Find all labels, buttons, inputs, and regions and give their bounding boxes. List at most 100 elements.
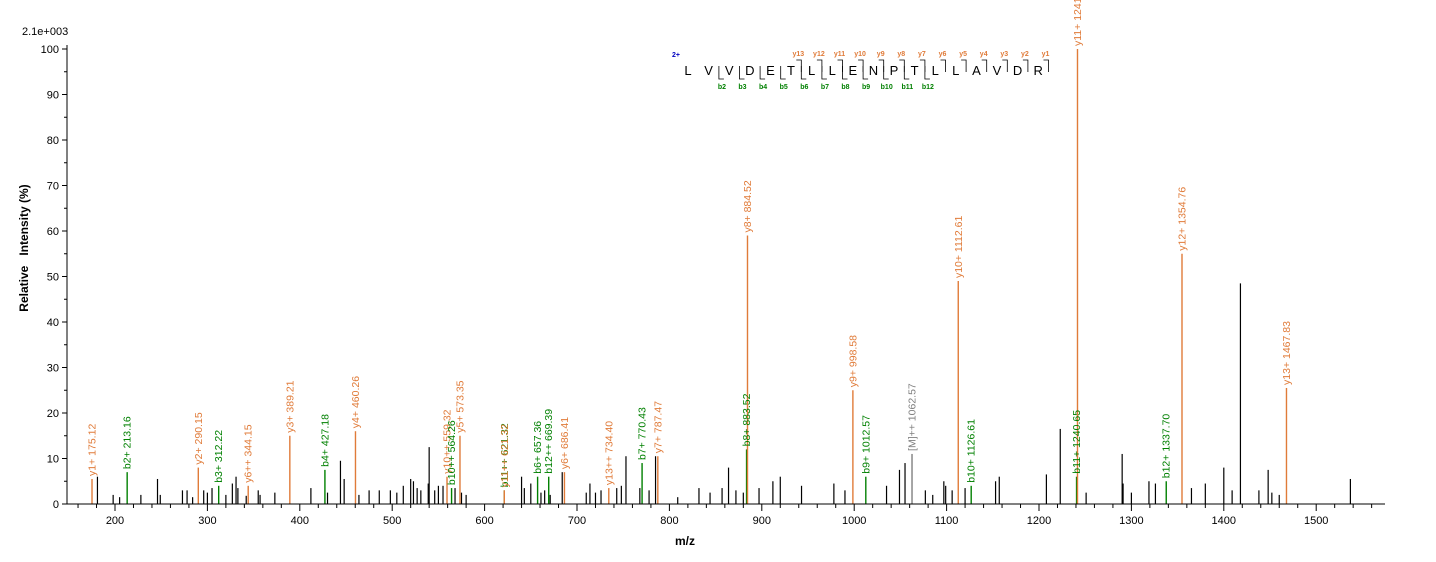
max-intensity-label: 2.1e+003 <box>22 26 68 38</box>
sequence-residue: N <box>869 63 878 78</box>
b-fragment-marker <box>883 66 889 80</box>
peak-label: y6+ 686.41 <box>559 417 571 469</box>
peak-label: b8+ 883.52 <box>741 393 753 446</box>
peak-label: y11++ 621.32 <box>499 424 511 488</box>
sequence-residue: L <box>932 63 939 78</box>
b-fragment-marker <box>739 66 745 80</box>
y-tick-label: 60 <box>47 226 59 238</box>
y-tick-label: 10 <box>47 454 59 466</box>
y-axis-ticks: 0 10 20 30 40 50 60 70 80 90 100 <box>41 44 67 511</box>
y-fragment-marker <box>1043 59 1049 72</box>
peak-label: b2+ 213.16 <box>122 416 134 469</box>
peak-label: y4+ 460.26 <box>350 376 362 428</box>
peak-label: b3+ 312.22 <box>213 430 225 483</box>
y-tick-label: 80 <box>47 135 59 147</box>
sequence-residue: D <box>745 63 754 78</box>
y-tick-label: 20 <box>47 408 59 420</box>
y-tick-label: 50 <box>47 272 59 284</box>
y-ion-label: y12 <box>813 51 825 58</box>
peak-label: b12+ 1337.70 <box>1161 414 1173 479</box>
peak-label: b4+ 427.18 <box>319 414 331 467</box>
peak-label: b10+ 1126.61 <box>966 419 978 483</box>
b-ion-label: b6 <box>800 84 808 91</box>
peaks <box>91 49 1351 504</box>
y-ion-label: y5 <box>959 51 967 58</box>
b-fragment-marker <box>759 66 766 80</box>
peak-label: b11+ 1240.65 <box>1071 410 1083 474</box>
y-tick-label: 40 <box>47 317 59 329</box>
b-fragment-marker <box>903 66 910 80</box>
x-tick-label: 200 <box>106 515 124 527</box>
peak-label: y13++ 734.40 <box>603 421 615 485</box>
peak-label: y9+ 998.58 <box>847 335 859 387</box>
b-ion-label: b2 <box>718 84 726 91</box>
x-tick-label: 900 <box>753 515 771 527</box>
sequence-residue: R <box>1034 63 1043 78</box>
b-ion-label: b5 <box>780 84 788 91</box>
peak-label: y10+ 1112.61 <box>953 216 965 279</box>
b-ion-label: b9 <box>862 84 870 91</box>
peak-label: y12+ 1354.76 <box>1176 187 1188 251</box>
x-tick-label: 500 <box>383 515 401 527</box>
y-fragment-marker <box>961 59 967 72</box>
y-ion-label: y9 <box>877 51 885 58</box>
peak-labels: y1+ 175.12 b2+ 213.16 y2+ 290.15 b3+ 312.22… <box>87 0 1293 487</box>
y-fragment-marker <box>1022 59 1029 72</box>
x-tick-label: 800 <box>660 515 678 527</box>
y-tick-label: 100 <box>41 44 59 56</box>
b-fragment-marker <box>924 66 930 80</box>
sequence-residue: T <box>911 63 919 78</box>
b-fragment-marker <box>780 66 786 80</box>
sequence-residue: D <box>1013 63 1022 78</box>
sequence-residue: L <box>684 63 691 78</box>
sequence-residue: L <box>952 63 959 78</box>
x-tick-label: 1100 <box>935 515 959 527</box>
sequence-residue: V <box>704 63 713 78</box>
y-ion-label: y6 <box>939 51 947 58</box>
x-tick-label: 1000 <box>842 515 866 527</box>
charge-state-label: 2+ <box>672 52 680 59</box>
sequence-residue: P <box>890 63 899 78</box>
peak-label: y2+ 290.15 <box>193 412 205 464</box>
y-ion-label: y10 <box>854 51 866 58</box>
b-ion-label: b3 <box>738 84 746 91</box>
y-ion-label: y3 <box>1000 51 1008 58</box>
b-ion-label: b11 <box>901 84 913 91</box>
peak-label: b12++ 669.39 <box>543 409 555 474</box>
y-fragment-marker <box>1002 59 1008 72</box>
sequence-residue: L <box>808 63 815 78</box>
y-axis-title: Relative Intensity (%) <box>17 184 31 311</box>
sequence-residue: V <box>725 63 734 78</box>
x-tick-label: 1200 <box>1027 515 1051 527</box>
b-ion-label: b7 <box>821 84 829 91</box>
peak-label: [M]++ 1062.57 <box>907 383 919 451</box>
peak-label: y8+ 884.52 <box>742 180 754 232</box>
b-fragment-marker <box>842 66 848 80</box>
peak-label: y5+ 573.35 <box>454 380 466 432</box>
peak-label: y11+ 1241.66 <box>1072 0 1084 46</box>
sequence-residue: T <box>787 63 795 78</box>
sequence-residue: E <box>848 63 857 78</box>
y-ion-label: y11 <box>834 51 845 58</box>
peak-label: y7+ 787.47 <box>652 401 664 453</box>
y-tick-label: 0 <box>53 499 59 511</box>
x-tick-label: 300 <box>198 515 216 527</box>
sequence-residue: E <box>766 63 775 78</box>
y-ion-label: y1 <box>1042 51 1050 58</box>
b-fragment-marker <box>862 66 869 80</box>
peak-label: b6+ 657.36 <box>532 421 544 474</box>
peak-label: y1+ 175.12 <box>87 424 99 476</box>
sequence-residue: V <box>993 63 1002 78</box>
x-tick-label: 1500 <box>1304 515 1328 527</box>
peak-label: y3+ 389.21 <box>284 380 296 432</box>
y-ion-label: y4 <box>980 51 988 58</box>
sequence-residue: A <box>972 63 981 78</box>
peak-label: b9+ 1012.57 <box>860 415 872 474</box>
peak-label: y6++ 344.15 <box>243 424 255 483</box>
x-tick-label: 700 <box>568 515 586 527</box>
x-tick-label: 1300 <box>1119 515 1143 527</box>
b-fragment-marker <box>718 66 724 80</box>
